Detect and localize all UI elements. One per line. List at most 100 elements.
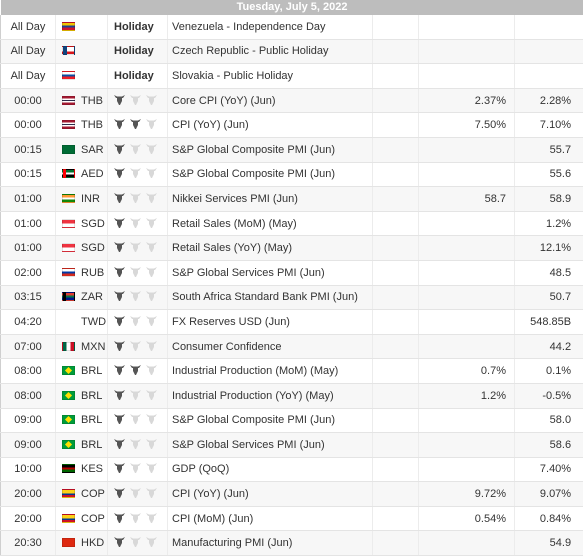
importance-rating: [108, 310, 168, 335]
bull-icon: [130, 218, 141, 228]
event-name[interactable]: GDP (QoQ): [168, 457, 373, 482]
currency-code: BRL: [81, 390, 102, 402]
bull-icon: [146, 414, 157, 424]
event-actual: [373, 334, 419, 359]
country-flag-icon: [62, 120, 75, 129]
event-actual: [373, 506, 419, 531]
country-flag-icon: [62, 538, 75, 547]
bull-icon: [130, 414, 141, 424]
currency-code: COP: [81, 513, 105, 525]
bull-icon: [114, 414, 125, 424]
event-name[interactable]: Industrial Production (MoM) (May): [168, 359, 373, 384]
event-name[interactable]: Core CPI (YoY) (Jun): [168, 88, 373, 113]
event-name[interactable]: South Africa Standard Bank PMI (Jun): [168, 285, 373, 310]
event-name[interactable]: S&P Global Composite PMI (Jun): [168, 162, 373, 187]
bull-icon: [114, 463, 125, 473]
event-name[interactable]: Retail Sales (YoY) (May): [168, 236, 373, 261]
importance-rating: [108, 359, 168, 384]
event-name[interactable]: CPI (YoY) (Jun): [168, 482, 373, 507]
event-currency: THB: [56, 113, 108, 138]
event-actual: [373, 88, 419, 113]
event-name[interactable]: Industrial Production (YoY) (May): [168, 383, 373, 408]
event-name[interactable]: FX Reserves USD (Jun): [168, 310, 373, 335]
currency-code: RUB: [81, 267, 104, 279]
importance-rating: [108, 506, 168, 531]
event-previous: 7.10%: [515, 113, 583, 138]
event-time: 08:00: [1, 383, 56, 408]
event-currency: [56, 15, 108, 39]
event-forecast: 58.7: [419, 187, 515, 212]
event-forecast: [419, 137, 515, 162]
event-name[interactable]: CPI (YoY) (Jun): [168, 113, 373, 138]
event-currency: BRL: [56, 359, 108, 384]
country-flag-icon: [62, 22, 75, 31]
event-previous: 0.1%: [515, 359, 583, 384]
event-name[interactable]: S&P Global Services PMI (Jun): [168, 260, 373, 285]
event-name[interactable]: Manufacturing PMI (Jun): [168, 531, 373, 556]
event-time: 03:15: [1, 285, 56, 310]
bull-icon: [146, 119, 157, 129]
country-flag-icon: [62, 194, 75, 203]
event-name[interactable]: Czech Republic - Public Holiday: [168, 39, 373, 64]
event-time: 02:00: [1, 260, 56, 285]
bull-icon: [114, 267, 125, 277]
country-flag-icon: [62, 46, 75, 55]
bull-icon: [130, 242, 141, 252]
event-forecast: [419, 260, 515, 285]
event-name[interactable]: S&P Global Composite PMI (Jun): [168, 408, 373, 433]
event-time: 01:00: [1, 236, 56, 261]
event-name[interactable]: S&P Global Services PMI (Jun): [168, 433, 373, 458]
event-name[interactable]: Consumer Confidence: [168, 334, 373, 359]
event-actual: [373, 482, 419, 507]
bull-icon: [114, 193, 125, 203]
country-flag-icon: [62, 489, 75, 498]
bull-icon: [146, 439, 157, 449]
event-time: 09:00: [1, 408, 56, 433]
event-name[interactable]: CPI (MoM) (Jun): [168, 506, 373, 531]
event-name[interactable]: S&P Global Composite PMI (Jun): [168, 137, 373, 162]
event-name[interactable]: Slovakia - Public Holiday: [168, 64, 373, 89]
event-time: 10:00: [1, 457, 56, 482]
country-flag-icon: [62, 440, 75, 449]
event-actual: [373, 187, 419, 212]
event-row[interactable]: 08:00 BRL Industrial Production (YoY) (May…: [1, 383, 583, 408]
event-forecast: [419, 531, 515, 556]
event-name[interactable]: Venezuela - Independence Day: [168, 15, 373, 39]
importance-rating: [108, 285, 168, 310]
event-name[interactable]: Retail Sales (MoM) (May): [168, 211, 373, 236]
country-flag-icon: [62, 464, 75, 473]
bull-icon: [146, 513, 157, 523]
event-currency: SAR: [56, 137, 108, 162]
holiday-label: Holiday: [108, 15, 168, 39]
event-currency: KES: [56, 457, 108, 482]
bull-icon: [130, 463, 141, 473]
event-forecast: [419, 236, 515, 261]
bull-icon: [146, 144, 157, 154]
country-flag-icon: [62, 415, 75, 424]
event-currency: INR: [56, 187, 108, 212]
event-name[interactable]: Nikkei Services PMI (Jun): [168, 187, 373, 212]
bull-icon: [114, 341, 125, 351]
